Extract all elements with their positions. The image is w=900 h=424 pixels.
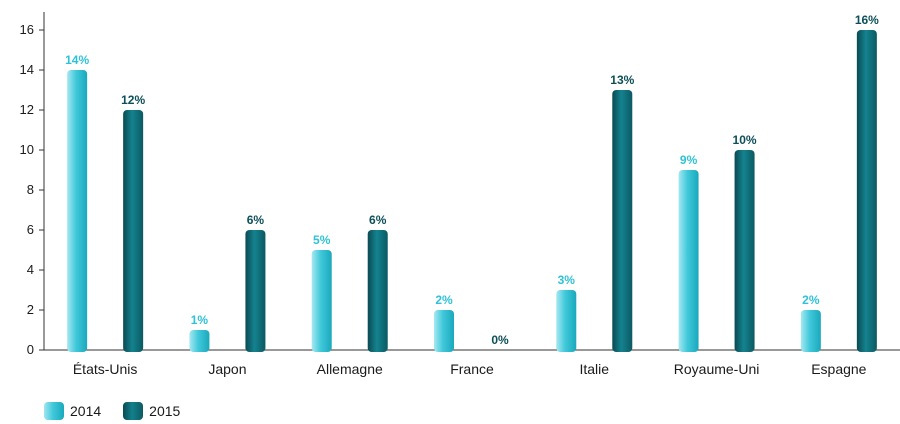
bar-2015	[367, 230, 388, 352]
data-label-2014: 14%	[65, 53, 89, 67]
bar-2014	[189, 330, 210, 352]
y-tick-label: 16	[20, 22, 34, 37]
bar-2015	[856, 30, 877, 352]
bar-2014	[678, 170, 699, 352]
legend-item-2015: 2015	[123, 402, 180, 420]
bar-2014	[67, 70, 88, 352]
legend-swatch-2015	[123, 402, 144, 420]
bar-2014	[311, 250, 332, 352]
legend-item-2014: 2014	[44, 402, 101, 420]
y-tick-label: 14	[20, 62, 34, 77]
data-label-2014: 9%	[680, 153, 698, 167]
data-label-2014: 3%	[558, 273, 576, 287]
x-tick-label: France	[450, 361, 494, 377]
data-label-2015: 6%	[369, 213, 387, 227]
data-label-2015: 13%	[610, 73, 634, 87]
y-tick-label: 12	[20, 102, 34, 117]
bar-2015	[123, 110, 144, 352]
y-tick-label: 8	[27, 182, 34, 197]
bar-2014	[434, 310, 454, 352]
legend: 2014 2015	[44, 402, 180, 420]
y-tick-label: 2	[27, 302, 34, 317]
data-label-2015: 12%	[121, 93, 145, 107]
data-label-2015: 16%	[855, 13, 879, 27]
bar-2015	[612, 90, 633, 352]
y-tick-label: 6	[27, 222, 34, 237]
x-tick-label: Allemagne	[317, 361, 383, 377]
data-label-2014: 2%	[802, 293, 820, 307]
data-label-2014: 1%	[191, 313, 209, 327]
bar-2015	[734, 150, 755, 352]
data-label-2015: 6%	[247, 213, 265, 227]
data-label-2015: 10%	[733, 133, 757, 147]
y-tick-label: 0	[27, 342, 34, 357]
bar-chart: 0 2 4 6 8 10 12 14 16 14% 12% États-Unis 1% 6% Japon 5%…	[20, 12, 900, 377]
legend-swatch-2014	[44, 402, 64, 420]
x-tick-label: Espagne	[811, 361, 866, 377]
data-label-2014: 2%	[435, 293, 453, 307]
legend-label-2015: 2015	[149, 403, 181, 419]
x-tick-label: États-Unis	[73, 361, 138, 377]
bar-2014	[800, 310, 821, 352]
data-label-2014: 5%	[313, 233, 331, 247]
y-tick-label: 4	[27, 262, 34, 277]
legend-label-2014: 2014	[70, 403, 102, 419]
x-tick-label: Italie	[579, 361, 609, 377]
data-label-2015: 0%	[491, 333, 509, 347]
x-tick-label: Japon	[208, 361, 246, 377]
bar-2015	[245, 230, 266, 352]
bar-2014	[556, 290, 577, 352]
y-tick-label: 10	[20, 142, 34, 157]
x-tick-label: Royaume-Uni	[674, 361, 760, 377]
